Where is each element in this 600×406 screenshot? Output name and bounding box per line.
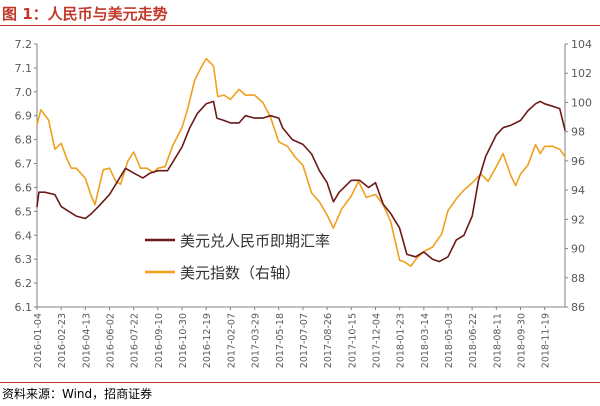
x-tick-label: 2016-09-10 bbox=[154, 313, 165, 368]
x-tick-label: 2016-02-23 bbox=[57, 313, 68, 368]
source-divider bbox=[0, 382, 600, 383]
x-tick-label: 2017-05-18 bbox=[275, 313, 286, 368]
usdcny-series-line bbox=[36, 100, 566, 263]
x-tick-label: 2016-06-02 bbox=[106, 313, 117, 368]
y-left-tick-label: 6.8 bbox=[15, 134, 33, 147]
x-tick-label: 2016-10-30 bbox=[178, 313, 189, 368]
axes: 6.1 6.2 6.3 6.4 6.5 6.6 6.7 6.8 6.9 7.0 7.1 7.2 86 88… bbox=[15, 38, 593, 368]
y-left-tick-label: 6.6 bbox=[15, 181, 33, 194]
legend: 美元兑人民币即期汇率 美元指数（右轴） bbox=[145, 232, 330, 282]
legend-label-dxy: 美元指数（右轴） bbox=[180, 264, 300, 282]
x-tick-label: 2017-12-04 bbox=[371, 313, 382, 368]
x-tick-label: 2016-04-13 bbox=[81, 313, 92, 368]
y-right-tick-label: 88 bbox=[571, 272, 585, 285]
source-note: 资料来源：Wind，招商证券 bbox=[2, 387, 153, 401]
figure-title: 图 1：人民币与美元走势 bbox=[2, 5, 168, 23]
x-tick-label: 2016-07-22 bbox=[130, 313, 141, 368]
y-right-tick-label: 104 bbox=[571, 38, 592, 51]
x-tick-label: 2018-05-03 bbox=[444, 313, 455, 368]
y-left-tick-label: 7.1 bbox=[15, 62, 33, 75]
y-left-tick-label: 6.5 bbox=[15, 205, 33, 218]
x-tick-label: 2018-08-11 bbox=[492, 313, 503, 368]
y-right-tick-label: 94 bbox=[571, 184, 585, 197]
y-left-tick-label: 6.4 bbox=[15, 229, 33, 242]
x-tick-label: 2017-02-07 bbox=[226, 313, 237, 368]
x-tick-label: 2018-06-22 bbox=[468, 313, 479, 368]
x-tick-label: 2016-12-19 bbox=[202, 313, 213, 368]
legend-label-usdcny: 美元兑人民币即期汇率 bbox=[180, 232, 330, 250]
x-tick-label: 2017-10-15 bbox=[347, 313, 358, 368]
y-left-tick-label: 6.2 bbox=[15, 277, 33, 290]
y-right-tick-label: 86 bbox=[571, 301, 585, 314]
x-tick-label: 2017-08-26 bbox=[323, 313, 334, 368]
y-right-tick-label: 100 bbox=[571, 96, 592, 109]
y-left-tick-label: 6.3 bbox=[15, 253, 33, 266]
x-tick-label: 2018-09-30 bbox=[517, 313, 528, 368]
y-left-tick-label: 7.0 bbox=[15, 86, 33, 99]
y-right-tick-label: 102 bbox=[571, 67, 592, 80]
y-left-tick-label: 7.2 bbox=[15, 38, 33, 51]
title-underline bbox=[0, 25, 600, 26]
y-right-tick-label: 96 bbox=[571, 155, 585, 168]
x-tick-label: 2017-07-07 bbox=[299, 313, 310, 368]
x-tick-label: 2018-01-23 bbox=[396, 313, 407, 368]
x-tick-label: 2018-03-14 bbox=[420, 313, 431, 368]
x-tick-label: 2017-03-29 bbox=[251, 313, 262, 368]
usdcny-dxy-line-chart: 6.1 6.2 6.3 6.4 6.5 6.6 6.7 6.8 6.9 7.0 7.1 7.2 86 88… bbox=[15, 38, 593, 368]
y-left-tick-label: 6.9 bbox=[15, 110, 33, 123]
y-right-tick-label: 98 bbox=[571, 126, 585, 139]
y-left-tick-label: 6.7 bbox=[15, 158, 33, 171]
series-lines bbox=[36, 57, 566, 267]
x-tick-label: 2016-01-04 bbox=[33, 313, 44, 368]
y-right-tick-label: 92 bbox=[571, 213, 585, 226]
y-right-tick-label: 90 bbox=[571, 243, 585, 256]
x-tick-label: 2018-11-19 bbox=[541, 313, 552, 368]
y-left-tick-label: 6.1 bbox=[15, 301, 33, 314]
dxy-series-line bbox=[36, 57, 566, 267]
